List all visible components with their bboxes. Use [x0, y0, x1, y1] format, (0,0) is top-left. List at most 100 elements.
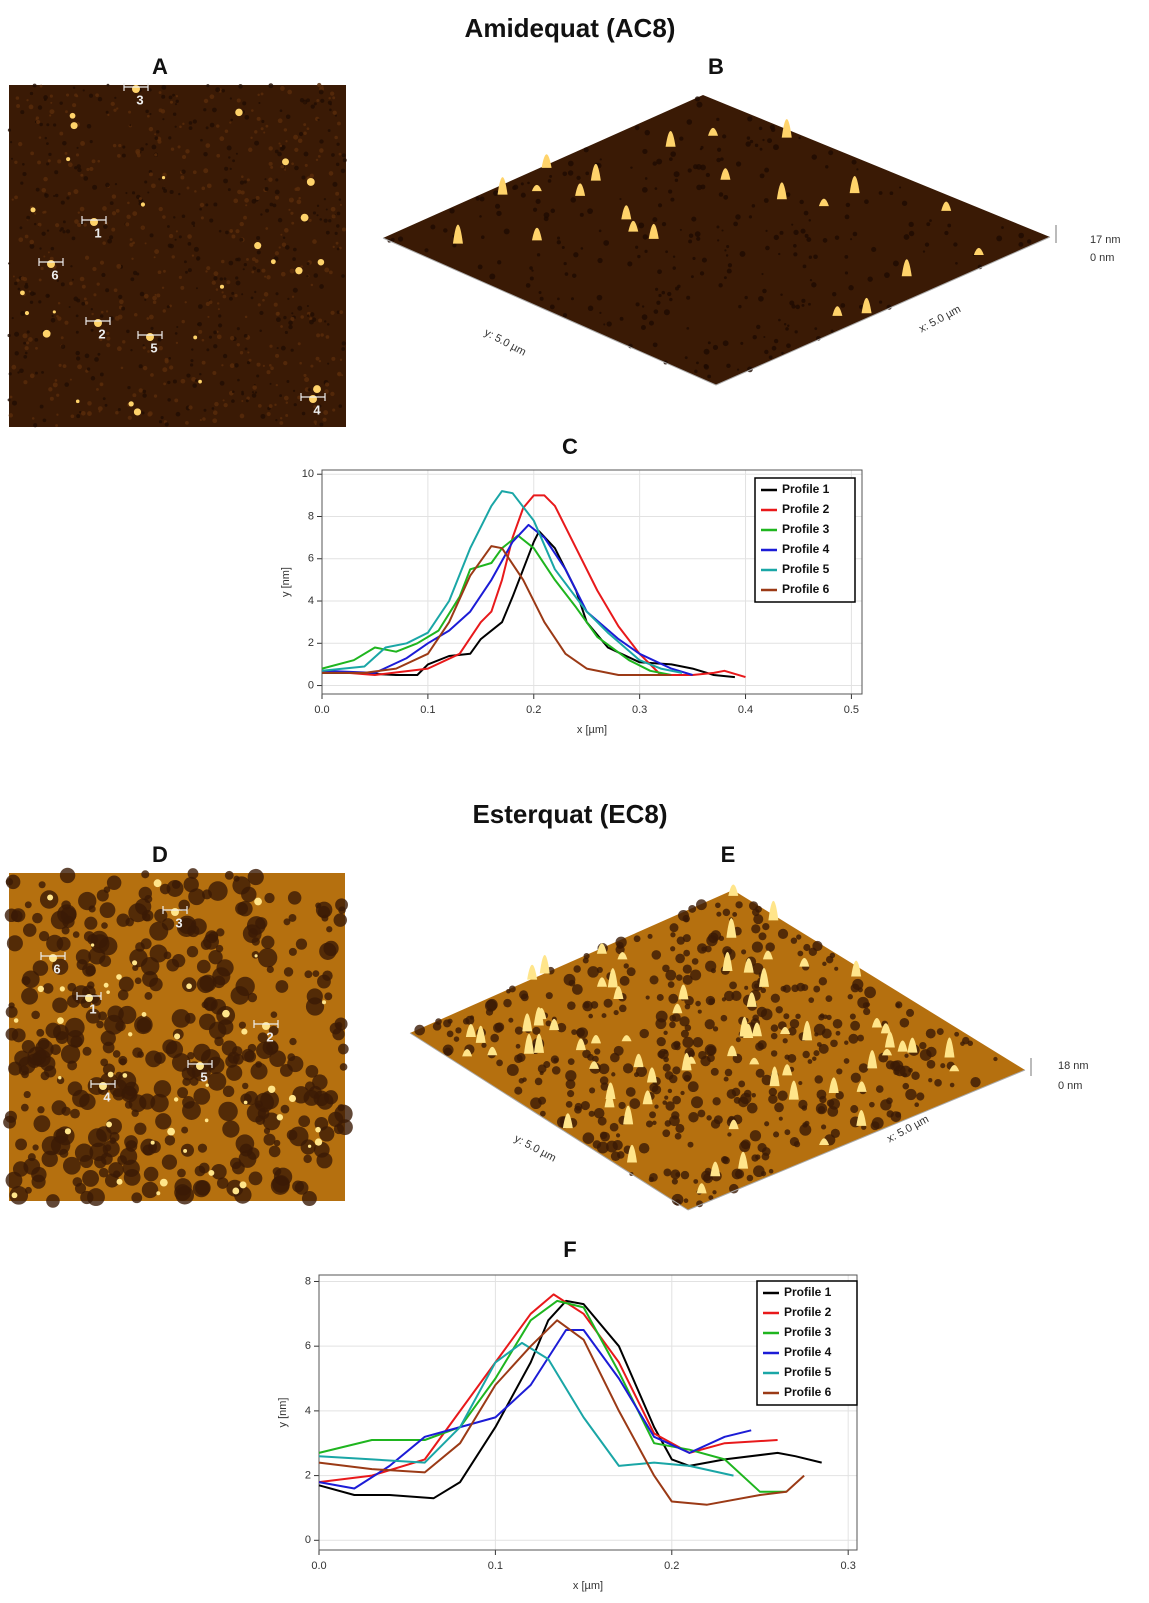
texture — [665, 969, 677, 981]
profile-line — [318, 1319, 805, 1506]
texture — [582, 1000, 593, 1012]
texture — [9, 141, 13, 144]
texture — [213, 330, 217, 335]
texture — [35, 187, 40, 192]
texture — [288, 208, 291, 211]
texture — [274, 149, 279, 154]
texture — [317, 155, 321, 158]
texture — [212, 410, 218, 416]
texture — [724, 249, 727, 252]
texture — [611, 1072, 616, 1077]
texture — [1018, 241, 1024, 247]
texture — [50, 317, 56, 323]
texture — [34, 371, 38, 375]
texture — [35, 346, 38, 350]
texture — [257, 404, 262, 408]
texture — [266, 411, 271, 417]
marker-label: 6 — [53, 961, 60, 976]
texture — [744, 985, 749, 990]
texture — [123, 1169, 141, 1186]
texture — [652, 217, 658, 223]
texture — [674, 178, 679, 183]
texture — [11, 317, 14, 320]
texture — [585, 171, 590, 176]
texture — [154, 909, 168, 923]
texture — [808, 997, 815, 1003]
texture — [38, 278, 42, 282]
texture — [850, 1105, 859, 1114]
texture — [291, 312, 294, 315]
texture — [774, 1102, 784, 1113]
texture — [87, 981, 95, 989]
texture — [205, 143, 211, 148]
texture — [567, 1090, 575, 1098]
texture — [862, 1002, 870, 1009]
peak — [672, 1003, 683, 1014]
texture — [169, 189, 174, 195]
texture — [280, 164, 285, 169]
texture — [762, 288, 767, 294]
y-tick-label: 6 — [305, 1340, 311, 1352]
texture — [291, 221, 295, 225]
particle — [90, 943, 95, 947]
peak — [861, 297, 872, 314]
texture — [179, 125, 182, 129]
texture — [662, 1100, 667, 1105]
texture — [798, 1080, 803, 1086]
texture — [708, 998, 715, 1005]
texture — [230, 1157, 242, 1170]
particle — [167, 1127, 176, 1136]
peak — [851, 960, 862, 977]
peak — [633, 1053, 644, 1068]
texture — [269, 1050, 286, 1068]
texture — [297, 138, 303, 143]
texture — [191, 348, 194, 351]
texture — [224, 166, 229, 171]
texture — [848, 1033, 859, 1044]
texture — [24, 234, 29, 239]
texture — [753, 914, 764, 925]
peak — [907, 1037, 918, 1053]
texture — [739, 251, 746, 257]
texture — [178, 275, 182, 279]
texture — [675, 286, 679, 291]
texture — [657, 269, 662, 275]
peak — [743, 958, 754, 973]
texture — [209, 122, 215, 128]
texture — [32, 292, 36, 296]
particle — [150, 1140, 155, 1145]
texture — [99, 338, 103, 342]
texture — [174, 125, 177, 128]
texture — [208, 931, 219, 942]
texture — [845, 202, 851, 208]
texture — [704, 945, 712, 953]
texture — [87, 401, 92, 406]
texture — [704, 1167, 712, 1175]
texture — [339, 1063, 348, 1071]
texture — [127, 415, 132, 420]
texture — [244, 315, 248, 319]
texture — [124, 1135, 138, 1149]
texture — [682, 1071, 692, 1081]
texture — [90, 308, 93, 311]
texture — [300, 265, 303, 268]
peak — [818, 198, 829, 207]
texture — [287, 297, 290, 300]
texture — [700, 164, 706, 171]
texture — [116, 346, 122, 352]
texture — [270, 1011, 278, 1019]
texture — [180, 285, 185, 290]
texture — [705, 172, 711, 178]
texture — [654, 187, 658, 190]
texture — [850, 1072, 861, 1083]
texture — [203, 408, 207, 412]
texture — [101, 272, 106, 278]
texture — [116, 263, 122, 269]
peak — [686, 1056, 697, 1064]
texture — [129, 242, 134, 247]
texture — [609, 1122, 619, 1132]
texture — [32, 1144, 39, 1151]
y-axis-label: y [nm] — [280, 567, 292, 597]
texture — [62, 1156, 81, 1175]
texture — [159, 883, 171, 895]
